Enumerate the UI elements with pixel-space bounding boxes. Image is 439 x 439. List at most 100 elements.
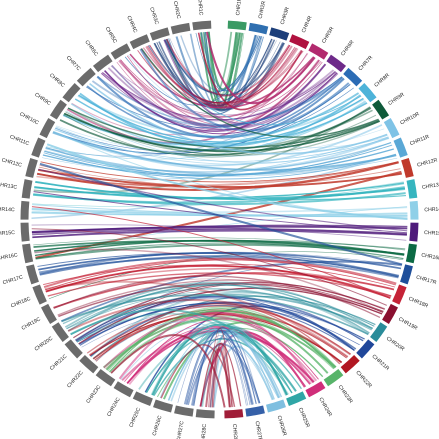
chromosome-segment-chr20c: [51, 322, 69, 342]
synteny-link-chr9r: [63, 112, 380, 153]
chromosome-label: CHR1R: [235, 0, 243, 16]
chromosome-label: CHR23C: [85, 384, 102, 405]
chromosome-segment-chr28r: [224, 409, 244, 419]
synteny-link-chr7r: [86, 76, 344, 138]
chromosome-label: CHR7C: [65, 55, 82, 72]
chromosome-label: CHR27R: [253, 421, 263, 439]
synteny-link-chr18r: [45, 267, 395, 292]
chromosome-segment-chr16r: [405, 243, 417, 264]
synteny-link-chr2r: [189, 33, 256, 112]
chromosome-segment-chr11c: [31, 137, 46, 158]
synteny-link-chr26r: [213, 328, 280, 408]
chromosome-segment-chr4c: [129, 34, 150, 50]
synteny-link-chr24r: [118, 311, 314, 384]
synteny-link-chr4r: [142, 47, 304, 104]
synteny-link-chr18r: [43, 257, 397, 288]
synteny-link-chr10r: [65, 110, 389, 164]
chromosome-label: CHR16C: [0, 252, 18, 262]
synteny-link-chr26r: [159, 328, 281, 399]
chromosome-label: CHR7R: [358, 55, 375, 72]
synteny-link-chr22r: [67, 299, 351, 356]
synteny-link-chr16r: [33, 237, 406, 251]
chromosome-segment-chr13r: [406, 179, 418, 199]
synteny-link-chr18r: [45, 263, 396, 292]
synteny-link-chr5r: [205, 31, 316, 105]
chromosome-segment-chr17c: [26, 264, 39, 285]
synteny-link-chr10r: [89, 82, 388, 155]
synteny-link-chr22r: [86, 305, 352, 355]
synteny-link-chr26r: [120, 327, 274, 400]
chromosome-segment-chr19c: [41, 303, 57, 324]
chromosome-segment-chr15r: [409, 222, 419, 242]
chromosome-label: CHR18C: [10, 296, 32, 310]
synteny-link-chr4r: [197, 32, 303, 111]
synteny-link-chr23r: [163, 321, 329, 400]
chromosome-segment-chr27r: [245, 405, 265, 417]
chromosome-label: CHR11R: [409, 134, 430, 147]
chromosome-segment-chr25c: [132, 391, 153, 407]
synteny-link-chr19r: [78, 287, 383, 345]
chromosome-label: CHR9C: [33, 92, 51, 107]
chromosome-label: CHR4C: [125, 15, 138, 34]
synteny-link-chr22r: [44, 280, 349, 358]
chromosome-segment-chr24r: [305, 381, 326, 398]
synteny-link-chr11r: [44, 142, 392, 173]
chromosome-segment-chr10c: [39, 118, 56, 139]
synteny-link-chr19r: [53, 278, 383, 315]
chromosome-label: CHR28R: [231, 424, 239, 439]
chromosome-segment-chr10r: [383, 118, 400, 139]
synteny-link-chr15r: [31, 224, 407, 241]
chromosome-segment-chr28c: [195, 409, 215, 419]
chromosome-label: CHR22R: [354, 370, 373, 390]
chromosome-segment-chr3c: [149, 27, 170, 41]
synteny-link-chr5r: [129, 53, 315, 109]
chromosome-label: CHR26C: [152, 415, 164, 437]
chromosome-segment-chr1c: [192, 20, 212, 31]
chromosome-label: CHR18R: [407, 296, 429, 310]
chromosome-label: CHR19R: [397, 316, 418, 331]
synteny-link-chr22r: [88, 309, 348, 358]
chromosome-label: CHR2C: [172, 1, 181, 20]
synteny-link-chr21r: [144, 305, 355, 393]
synteny-link-chr12r: [35, 170, 402, 259]
chromosome-segment-chr12r: [401, 157, 414, 178]
synteny-link-chr23r: [109, 308, 335, 373]
chromosome-label: CHR24C: [106, 397, 122, 418]
chromosome-label: CHR3C: [148, 6, 159, 25]
chromosome-label: CHR12C: [1, 157, 23, 168]
synteny-link-chr11r: [52, 132, 397, 171]
synteny-link-chr6r: [101, 72, 338, 131]
chromosome-segment-chr5c: [110, 43, 131, 60]
chromosome-label: CHR11C: [9, 134, 30, 147]
synteny-link-chr7r: [96, 75, 345, 139]
chromosome-label: CHR15R: [424, 230, 439, 237]
synteny-link-chr11r: [44, 144, 393, 176]
synteny-link-chr18r: [45, 259, 396, 291]
synteny-link-chr16r: [33, 239, 405, 256]
chromosome-segment-chr21r: [356, 339, 375, 359]
chromosome-segment-chr23c: [95, 369, 116, 387]
chromosome-segment-chr21c: [64, 339, 83, 359]
chromosome-segment-chr17r: [400, 264, 413, 285]
chromosome-label: CHR13R: [422, 182, 439, 191]
chromosome-label: CHR16R: [421, 252, 439, 262]
chromosome-segment-chr26c: [153, 399, 173, 413]
chromosome-segment-chr1r: [227, 20, 247, 31]
synteny-link-chr17r: [39, 255, 400, 277]
chromosome-segment-chr6c: [92, 54, 113, 73]
chromosome-segment-chr14r: [409, 200, 419, 220]
chromosome-label: CHR21C: [49, 353, 69, 371]
chromosome-segment-chr20r: [370, 322, 388, 342]
chromosome-segment-chr2c: [170, 22, 191, 35]
chromosome-label: CHR8C: [48, 72, 66, 88]
synteny-link-chr19r: [57, 279, 386, 316]
chromosome-segment-chr16c: [22, 243, 34, 264]
chromosome-label: CHR25C: [128, 407, 142, 429]
synteny-link-chr27r: [184, 330, 254, 405]
chromosome-label: CHR14R: [424, 206, 439, 213]
synteny-link-chr28r: [199, 343, 242, 407]
chromosome-segment-chr15c: [20, 222, 30, 242]
synteny-link-chr18r: [31, 206, 391, 299]
synteny-link-chr6r: [100, 69, 335, 122]
